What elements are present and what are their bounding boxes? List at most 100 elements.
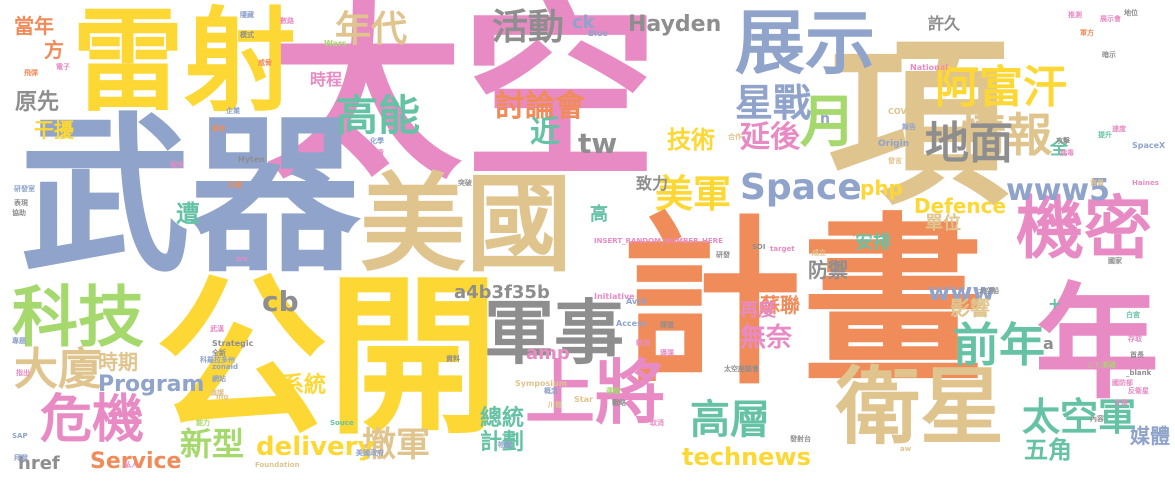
word-cloud-word: 飛彈: [24, 69, 38, 77]
word-cloud-word: 拜登: [14, 454, 28, 462]
word-cloud-word: 機密: [1016, 190, 1153, 269]
word-cloud-word: 攻擊: [1056, 137, 1070, 145]
word-cloud-word: Space: [740, 167, 862, 208]
word-cloud-word: 隱藏: [240, 11, 254, 19]
word-cloud-word: 數路: [280, 17, 294, 25]
word-cloud-word: 全新: [212, 349, 226, 357]
word-cloud-word: 軍事: [484, 292, 624, 374]
word-cloud-word: 物體: [498, 441, 512, 449]
word-cloud-word: 威脅: [258, 59, 272, 67]
word-cloud-word: Star: [574, 395, 593, 404]
word-cloud-word: 討論會: [495, 89, 585, 124]
word-cloud-word: Program: [98, 372, 205, 397]
word-cloud-word: href: [18, 453, 60, 474]
word-cloud-word: 地位: [1124, 9, 1138, 17]
word-cloud-word: 蘇聯: [760, 293, 800, 317]
word-cloud-word: 反衛星: [1128, 387, 1149, 395]
word-cloud-word: tw: [578, 127, 618, 160]
word-cloud-word: 太空軍: [1022, 395, 1137, 439]
word-cloud-word: 報告: [902, 123, 916, 131]
word-cloud-word: 官員: [1090, 179, 1104, 187]
word-cloud-word: 太空新政: [1088, 361, 1116, 369]
word-cloud-word: 美國政府: [356, 449, 384, 457]
word-cloud-word: 前年: [953, 318, 1045, 372]
word-cloud-word: 時期: [98, 350, 138, 374]
word-cloud-word: 撤軍: [362, 425, 430, 465]
word-cloud-word: target: [770, 245, 795, 253]
word-cloud-word: 發言: [888, 157, 902, 165]
word-cloud-word: 全: [1050, 138, 1068, 159]
word-cloud-word: 速度: [1112, 125, 1126, 133]
word-cloud-word: 電子: [56, 63, 70, 71]
word-cloud-word: 高能: [336, 91, 421, 140]
word-cloud-word: 雷射: [72, 0, 296, 127]
word-cloud-word: 專題: [12, 337, 26, 345]
word-cloud-word: 存取: [1128, 335, 1142, 343]
word-cloud-word: 國家: [1108, 257, 1122, 265]
word-cloud-word: 表現: [14, 199, 28, 207]
word-cloud-word: 許久: [928, 14, 961, 33]
word-cloud-word: 武漢: [210, 325, 224, 333]
word-cloud-word: 戰略: [612, 399, 626, 407]
word-cloud-word: cb: [262, 285, 299, 318]
word-cloud-word: 研發室: [14, 185, 35, 193]
word-cloud-word: 近: [530, 115, 560, 150]
word-cloud-word: 程序: [170, 161, 184, 169]
word-cloud-word: www: [928, 278, 995, 306]
word-cloud-word: 上將: [525, 352, 665, 434]
word-cloud-word: aw: [900, 445, 912, 453]
word-cloud-word: INSERT_RANDOM_N: [370, 55, 447, 63]
word-cloud-word: 軍方: [1080, 29, 1094, 37]
word-cloud-word: zonaid: [212, 363, 239, 371]
word-cloud-word: SAP: [12, 432, 28, 440]
word-cloud-word: Foundation: [255, 461, 300, 469]
word-cloud-word: Defence: [914, 194, 1007, 218]
word-cloud-word: src: [236, 255, 248, 263]
word-cloud-word: 星戰: [735, 81, 812, 125]
word-cloud-word: 發射台: [790, 435, 811, 443]
word-cloud-word: 安排: [855, 232, 891, 253]
word-cloud-word: 太空: [266, 0, 659, 206]
word-cloud-word: 運輸: [606, 387, 620, 395]
word-cloud-word: 科技: [12, 279, 144, 356]
word-cloud-word: 美軍: [655, 172, 732, 216]
word-cloud-word: 無奈: [740, 323, 793, 353]
word-cloud-word: 阿富汗: [935, 62, 1067, 113]
word-cloud-word: 太空船: [978, 287, 999, 295]
word-cloud-word: php: [860, 176, 903, 200]
word-cloud-word: 計畫: [620, 197, 984, 409]
word-cloud-word: 觀測: [1090, 361, 1104, 369]
word-cloud-word: Souce: [330, 419, 354, 427]
word-cloud-word: 概念: [544, 387, 558, 395]
word-cloud-word: 導彈: [660, 349, 674, 357]
word-cloud-word: 科羅拉多州: [200, 356, 235, 364]
word-cloud-word: 危機: [40, 390, 145, 450]
word-cloud-word: 高: [590, 204, 608, 225]
word-cloud-word: 能力: [196, 419, 210, 427]
word-cloud-word: 彈道: [660, 321, 674, 329]
word-cloud-word: 延後: [740, 120, 800, 155]
word-cloud-word: Haines: [1132, 179, 1159, 187]
word-cloud-word: 新型: [180, 425, 245, 463]
word-cloud-word: 時程: [310, 70, 343, 89]
word-cloud-word: ing: [216, 393, 229, 401]
word-cloud-word: 總統: [480, 406, 525, 431]
word-cloud-word: 地面: [925, 118, 1013, 169]
word-cloud-word: INSERT_RANDOM_NUMBER_HERE: [594, 237, 723, 245]
word-cloud-word: 項: [828, 21, 1009, 230]
word-cloud-word: 高層: [690, 397, 770, 443]
word-cloud-word: 干擾: [34, 118, 74, 142]
word-cloud-word: 遭: [176, 200, 200, 228]
word-cloud-word: 指出: [16, 369, 30, 377]
word-cloud-word: 白宮: [1126, 311, 1140, 319]
word-cloud-word: 活動: [492, 7, 565, 48]
word-cloud-word: 影響: [950, 296, 990, 320]
word-cloud-word: 再度: [740, 300, 776, 321]
word-cloud-word: 年代: [335, 9, 408, 50]
word-cloud-word: 提升: [1098, 131, 1112, 139]
word-cloud-word: 合作: [728, 133, 742, 141]
word-cloud-word: Symposium: [515, 379, 568, 388]
word-cloud-word: Origin: [878, 139, 910, 149]
word-cloud-word: 當年: [14, 14, 54, 38]
